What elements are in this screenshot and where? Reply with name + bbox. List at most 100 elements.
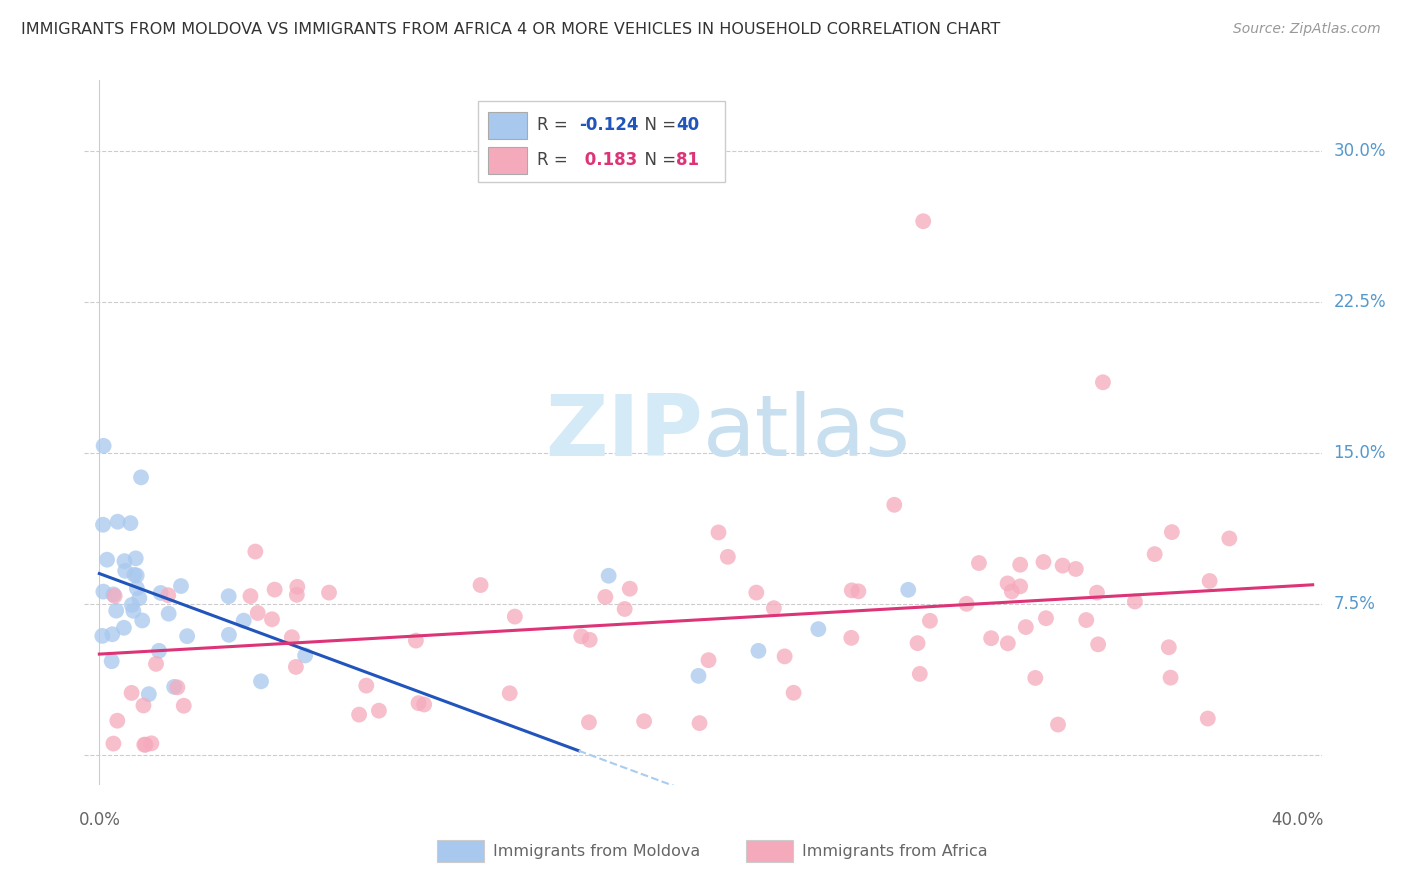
Text: R =: R = — [537, 151, 574, 169]
Point — [135, 738, 157, 752]
Point — [1197, 712, 1219, 726]
Text: ZIP: ZIP — [546, 391, 703, 475]
Point — [157, 607, 180, 621]
Point — [218, 589, 240, 603]
Point — [285, 580, 308, 594]
Point — [104, 589, 127, 603]
Point — [125, 581, 148, 595]
Point — [170, 579, 193, 593]
Text: N =: N = — [634, 151, 681, 169]
Point — [368, 704, 391, 718]
Point — [907, 636, 929, 650]
Point — [129, 470, 152, 484]
Point — [125, 551, 148, 566]
Point — [232, 614, 254, 628]
Point — [1076, 613, 1098, 627]
Point — [163, 680, 186, 694]
Text: Immigrants from Moldova: Immigrants from Moldova — [492, 845, 700, 859]
Text: 30.0%: 30.0% — [1334, 142, 1386, 160]
Point — [1085, 585, 1108, 599]
Point — [173, 698, 195, 713]
Point — [91, 629, 114, 643]
Text: 7.5%: 7.5% — [1334, 595, 1375, 613]
Text: 40.0%: 40.0% — [1271, 811, 1324, 830]
Bar — [747, 840, 793, 863]
Point — [318, 585, 340, 599]
Text: IMMIGRANTS FROM MOLDOVA VS IMMIGRANTS FROM AFRICA 4 OR MORE VEHICLES IN HOUSEHOL: IMMIGRANTS FROM MOLDOVA VS IMMIGRANTS FR… — [21, 22, 1000, 37]
Point — [294, 648, 316, 663]
Point — [1123, 594, 1146, 608]
Point — [125, 568, 148, 582]
Text: 40: 40 — [676, 116, 699, 134]
Point — [114, 564, 136, 578]
Bar — [488, 112, 527, 139]
Point — [707, 525, 730, 540]
Point — [745, 585, 768, 599]
Point — [101, 627, 124, 641]
Point — [260, 612, 283, 626]
Point — [689, 716, 711, 731]
Text: 22.5%: 22.5% — [1334, 293, 1386, 310]
Point — [1160, 525, 1182, 540]
FancyBboxPatch shape — [478, 102, 725, 183]
Point — [93, 584, 115, 599]
Point — [246, 606, 269, 620]
Point — [908, 666, 931, 681]
Point — [839, 631, 862, 645]
Point — [148, 644, 170, 658]
Point — [1087, 637, 1109, 651]
Point — [157, 588, 180, 602]
Point — [997, 636, 1019, 650]
Point — [284, 660, 307, 674]
Point — [250, 674, 273, 689]
Point — [782, 686, 804, 700]
Point — [762, 601, 785, 615]
Text: Immigrants from Africa: Immigrants from Africa — [801, 845, 987, 859]
Point — [613, 602, 636, 616]
Point — [1091, 376, 1114, 390]
Point — [619, 582, 641, 596]
Point — [121, 686, 143, 700]
Point — [114, 554, 136, 568]
Point — [413, 698, 436, 712]
Point — [1160, 671, 1182, 685]
Text: 81: 81 — [676, 151, 699, 169]
Point — [841, 583, 863, 598]
Point — [176, 629, 198, 643]
Point — [91, 517, 114, 532]
Point — [1064, 562, 1087, 576]
Point — [408, 696, 430, 710]
Text: N =: N = — [634, 116, 681, 134]
Point — [997, 576, 1019, 591]
Text: 0.183: 0.183 — [579, 151, 637, 169]
Point — [405, 633, 427, 648]
Point — [967, 556, 990, 570]
Text: 0.0%: 0.0% — [79, 811, 121, 830]
Point — [912, 214, 935, 228]
Point — [1032, 555, 1054, 569]
Point — [807, 622, 830, 636]
Point — [245, 544, 267, 558]
Point — [100, 654, 122, 668]
Point — [688, 669, 710, 683]
Text: 15.0%: 15.0% — [1334, 443, 1386, 462]
Point — [122, 604, 145, 618]
Point — [124, 567, 146, 582]
Point — [883, 498, 905, 512]
Point — [281, 630, 304, 644]
Point — [1198, 574, 1220, 588]
Point — [166, 681, 188, 695]
Point — [747, 644, 769, 658]
Bar — [488, 147, 527, 174]
Point — [356, 679, 378, 693]
Point — [138, 687, 160, 701]
Point — [105, 714, 128, 728]
Point — [128, 591, 150, 606]
Point — [1010, 579, 1032, 593]
Point — [93, 439, 115, 453]
Point — [263, 582, 285, 597]
Point — [980, 631, 1002, 645]
Point — [149, 586, 172, 600]
Point — [145, 657, 167, 671]
Point — [112, 621, 135, 635]
